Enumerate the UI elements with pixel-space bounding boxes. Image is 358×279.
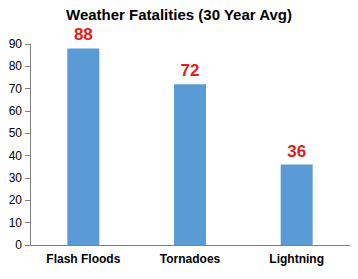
svg-text:0: 0 <box>15 238 22 252</box>
svg-text:Flash Floods: Flash Floods <box>46 252 120 266</box>
svg-text:70: 70 <box>9 82 23 96</box>
svg-text:36: 36 <box>287 142 306 161</box>
svg-text:30: 30 <box>9 171 23 185</box>
svg-text:90: 90 <box>9 37 23 51</box>
svg-text:50: 50 <box>9 126 23 140</box>
svg-text:40: 40 <box>9 149 23 163</box>
svg-text:10: 10 <box>9 216 23 230</box>
svg-text:Lightning: Lightning <box>269 252 324 266</box>
svg-text:80: 80 <box>9 59 23 73</box>
svg-text:Tornadoes: Tornadoes <box>160 252 221 266</box>
svg-text:20: 20 <box>9 193 23 207</box>
svg-text:60: 60 <box>9 104 23 118</box>
svg-text:88: 88 <box>74 25 93 44</box>
svg-text:72: 72 <box>181 61 200 80</box>
svg-text:Weather Fatalities (30 Year Av: Weather Fatalities (30 Year Avg) <box>66 6 292 23</box>
